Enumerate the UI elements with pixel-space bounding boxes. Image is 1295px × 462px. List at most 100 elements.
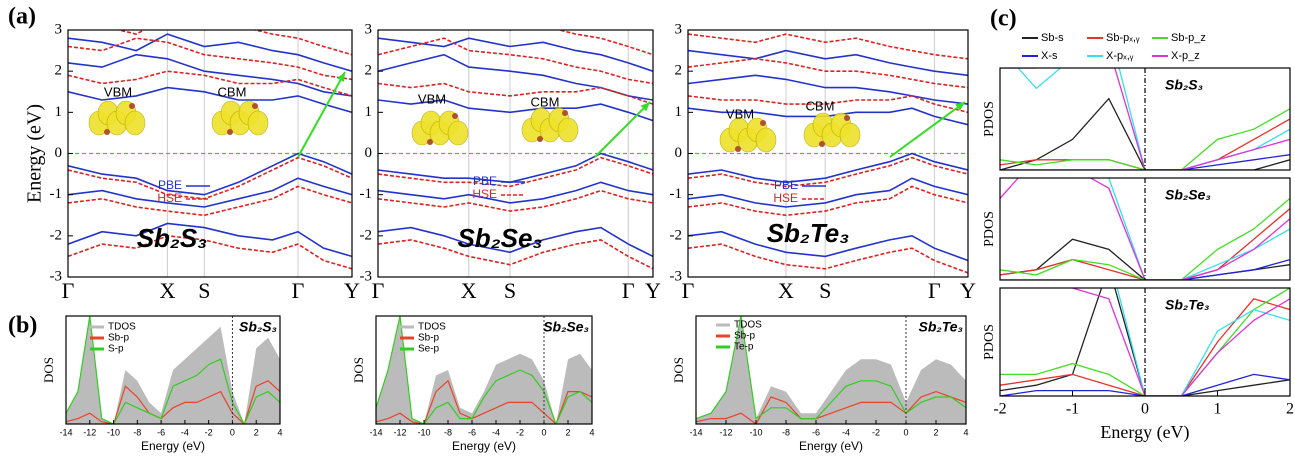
atom	[227, 129, 233, 135]
y-tick-label: 2	[365, 63, 373, 79]
band-line	[688, 154, 968, 183]
figure: (a)ΓXSΓY3210-1-2-3PBEHSEVBMCBMSb₂S₃Energ…	[0, 0, 1295, 457]
x-tick-label: -4	[181, 427, 189, 437]
page: {"chart_data": [ {"type": "band", "panel…	[0, 0, 1295, 457]
x-tick-label: -2	[872, 427, 880, 437]
x-tick-label: -10	[749, 427, 762, 437]
atom	[252, 103, 258, 109]
y-axis-label: DOS	[671, 357, 686, 383]
y-tick-label: 3	[55, 21, 63, 37]
x-axis-label: Energy (eV)	[1100, 422, 1189, 443]
legend-label: Te-p	[734, 342, 754, 353]
atom	[452, 113, 458, 119]
x-tick-label: -2	[993, 401, 1006, 418]
y-tick-label: 1	[675, 104, 683, 120]
legend-label: Sb-p	[108, 333, 130, 344]
legend-label: X-s	[1041, 50, 1058, 62]
x-tick-label: 0	[903, 427, 908, 437]
x-axis-label: Energy (eV)	[799, 439, 863, 453]
isosurface	[840, 123, 860, 147]
band-line	[688, 178, 968, 207]
panel-label: (b)	[8, 313, 37, 339]
x-tick-label: -12	[83, 427, 96, 437]
legend-label: X-p_z	[1171, 50, 1200, 62]
x-tick-label: Γ	[682, 278, 695, 303]
x-tick-label: 2	[254, 427, 259, 437]
band-line	[68, 34, 352, 71]
legend-label: Sb-s	[1041, 32, 1064, 44]
y-tick-label: -3	[360, 268, 373, 284]
x-tick-label: -2	[516, 427, 524, 437]
y-tick-label: -3	[670, 268, 683, 284]
y-tick-label: 0	[365, 145, 373, 161]
x-tick-label: Y	[344, 278, 360, 303]
atom	[562, 110, 568, 116]
x-tick-label: S	[198, 278, 210, 303]
atom	[427, 139, 433, 145]
legend-label: PBE	[473, 174, 497, 188]
x-tick-label: -8	[444, 427, 452, 437]
isosurface	[558, 118, 578, 142]
y-tick-label: 2	[55, 63, 63, 79]
x-tick-label: -6	[468, 427, 476, 437]
x-tick-label: -12	[719, 427, 732, 437]
y-axis-label: Energy (eV)	[24, 104, 46, 203]
isosurface	[756, 128, 776, 152]
x-tick-label: -6	[812, 427, 820, 437]
x-tick-label: -2	[205, 427, 213, 437]
x-tick-label: -14	[59, 427, 72, 437]
x-tick-label: S	[504, 278, 516, 303]
material-label: Sb₂S₃	[137, 223, 208, 253]
x-tick-label: 2	[933, 427, 938, 437]
x-tick-label: 1	[1214, 401, 1222, 418]
x-axis-label: Energy (eV)	[452, 439, 516, 453]
x-tick-label: 4	[277, 427, 282, 437]
x-tick-label: -10	[107, 427, 120, 437]
legend-label: TDOS	[108, 322, 136, 333]
x-tick-label: 4	[963, 427, 968, 437]
atom	[104, 129, 110, 135]
x-tick-label: Γ	[292, 278, 305, 303]
band-line	[688, 186, 968, 215]
y-tick-label: -2	[670, 227, 683, 243]
legend-label: Se-p	[418, 344, 440, 355]
band-line	[68, 224, 352, 257]
cbm-label: CBM	[531, 94, 560, 109]
legend-label: S-p	[108, 344, 124, 355]
band-line	[378, 191, 653, 212]
legend-label: X-pₓ,ᵧ	[1106, 50, 1134, 62]
legend-label: Sb-pₓ,ᵧ	[1106, 32, 1140, 44]
y-tick-label: 1	[55, 104, 63, 120]
panel-label: (a)	[8, 4, 36, 30]
x-tick-label: -10	[417, 427, 430, 437]
y-axis-label: DOS	[41, 357, 56, 383]
plot-area	[68, 18, 352, 277]
material-label: Sb₂S₃	[1165, 77, 1203, 93]
x-tick-label: -8	[782, 427, 790, 437]
atom	[760, 120, 766, 126]
x-tick-label: Γ	[622, 278, 635, 303]
material-label: Sb₂Se₃	[1165, 187, 1211, 203]
band-line	[378, 154, 653, 183]
x-tick-label: Y	[645, 278, 661, 303]
material-label: Sb₂S₃	[239, 319, 277, 335]
legend-label: Sb-p	[734, 331, 756, 342]
band-line	[688, 59, 968, 88]
x-tick-label: 2	[1286, 401, 1294, 418]
x-tick-label: S	[819, 278, 831, 303]
material-label: Sb₂Te₃	[767, 218, 850, 248]
x-axis-label: Energy (eV)	[141, 439, 205, 453]
legend-label: HSE	[472, 187, 497, 201]
band-line	[68, 154, 352, 195]
legend-label: PBE	[774, 178, 798, 192]
y-tick-label: 0	[675, 145, 683, 161]
y-axis-label: PDOS	[982, 101, 997, 137]
transition-arrow	[298, 72, 345, 157]
y-tick-label: 1	[365, 104, 373, 120]
y-axis-label: PDOS	[982, 211, 997, 247]
x-tick-label: 0	[541, 427, 546, 437]
x-tick-label: -12	[393, 427, 406, 437]
y-tick-label: 3	[365, 21, 373, 37]
band-line	[378, 22, 653, 55]
atom	[129, 103, 135, 109]
